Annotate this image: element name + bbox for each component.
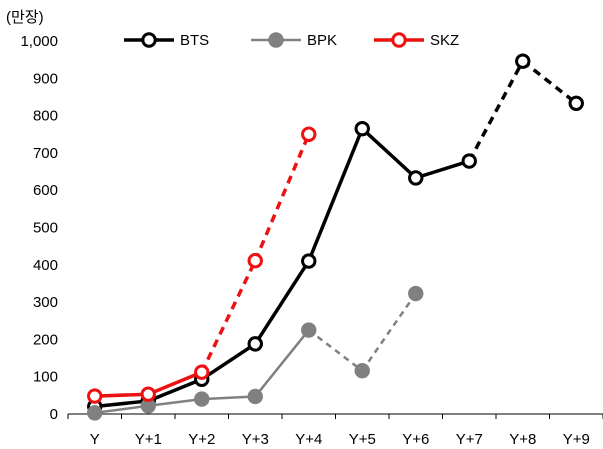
plot-area: [87, 53, 584, 421]
series-segment-bts: [521, 59, 578, 105]
x-tick-label: Y+1: [135, 431, 162, 448]
series-segment-bts: [253, 260, 311, 345]
y-tick-label: 500: [33, 220, 58, 237]
x-tick-label: Y+9: [563, 431, 590, 448]
data-point-skz: [87, 388, 103, 404]
legend-item-bts: BTS: [124, 32, 209, 49]
data-point-bts: [515, 53, 531, 69]
series-segment-bts: [307, 127, 364, 262]
y-axis: 0 100 200 300 400 500 600 700 800 900 1,000: [20, 33, 58, 423]
data-point-bpk: [247, 388, 263, 405]
data-point-bpk: [87, 405, 103, 421]
x-tick-label: Y+8: [509, 431, 536, 448]
x-tick-label: Y+5: [349, 431, 376, 448]
y-tick-label: 900: [33, 70, 58, 87]
series-segment-bpk: [307, 329, 364, 372]
y-tick-label: 300: [33, 294, 58, 311]
y-axis-unit-label: (만장): [6, 9, 44, 26]
legend-label: SKZ: [430, 32, 459, 49]
legend-item-bpk: BPK: [251, 32, 337, 49]
legend-swatch-marker: [268, 32, 284, 48]
data-point-bpk: [354, 363, 370, 379]
x-axis: Y Y+1 Y+2 Y+3 Y+4 Y+5 Y+6 Y+7 Y+8 Y+9: [67, 413, 603, 448]
series-bpk: [87, 285, 424, 421]
series-segment-bts: [467, 60, 525, 162]
data-point-bts: [461, 153, 477, 169]
y-tick-label: 1,000: [20, 33, 58, 50]
data-point-skz: [301, 126, 317, 142]
series-segment-skz: [200, 259, 257, 373]
series-segment-skz: [147, 370, 203, 396]
data-point-bts: [354, 120, 370, 137]
series-segment-skz: [94, 392, 149, 398]
legend-item-skz: SKZ: [374, 32, 459, 49]
data-point-bts: [301, 253, 317, 269]
data-point-bpk: [408, 285, 424, 302]
data-point-bts: [568, 95, 584, 111]
data-point-skz: [194, 364, 210, 380]
y-tick-label: 100: [33, 369, 58, 386]
legend: BTS BPK SKZ: [124, 32, 459, 49]
data-point-bpk: [194, 391, 210, 407]
series-segment-bpk: [254, 329, 310, 398]
series-segment-bts: [200, 342, 257, 381]
y-tick-label: 800: [33, 108, 58, 125]
series-segment-bts: [361, 127, 417, 180]
x-tick-label: Y+3: [242, 431, 269, 448]
series-bts: [87, 53, 584, 415]
y-tick-label: 200: [33, 331, 58, 348]
series-segment-skz: [253, 133, 311, 262]
series-segment-bpk: [361, 292, 417, 372]
data-point-bts: [247, 336, 263, 352]
series-segment-bpk: [201, 395, 256, 401]
x-tick-label: Y+2: [188, 431, 215, 448]
series-segment-bts: [415, 159, 470, 180]
legend-swatch-marker: [141, 32, 157, 48]
x-tick-label: Y+6: [402, 431, 429, 448]
x-tick-label: Y: [90, 431, 100, 448]
legend-swatch-marker: [391, 32, 407, 48]
series-segment-bpk: [148, 397, 202, 408]
x-tick-label: Y+4: [295, 431, 322, 448]
series-segment-bts: [94, 399, 149, 409]
series-skz: [87, 126, 317, 404]
y-tick-label: 0: [50, 406, 58, 423]
y-tick-label: 400: [33, 257, 58, 274]
data-point-skz: [247, 252, 263, 269]
legend-label: BTS: [180, 32, 209, 49]
data-point-bts: [408, 170, 424, 186]
data-point-bpk: [301, 322, 317, 338]
y-tick-label: 700: [33, 145, 58, 162]
x-tick-label: Y+7: [456, 431, 483, 448]
series-segment-bts: [147, 377, 203, 403]
data-point-skz: [140, 386, 156, 402]
legend-label: BPK: [307, 32, 337, 49]
y-tick-label: 600: [33, 182, 58, 199]
series-segment-bpk: [94, 404, 149, 415]
